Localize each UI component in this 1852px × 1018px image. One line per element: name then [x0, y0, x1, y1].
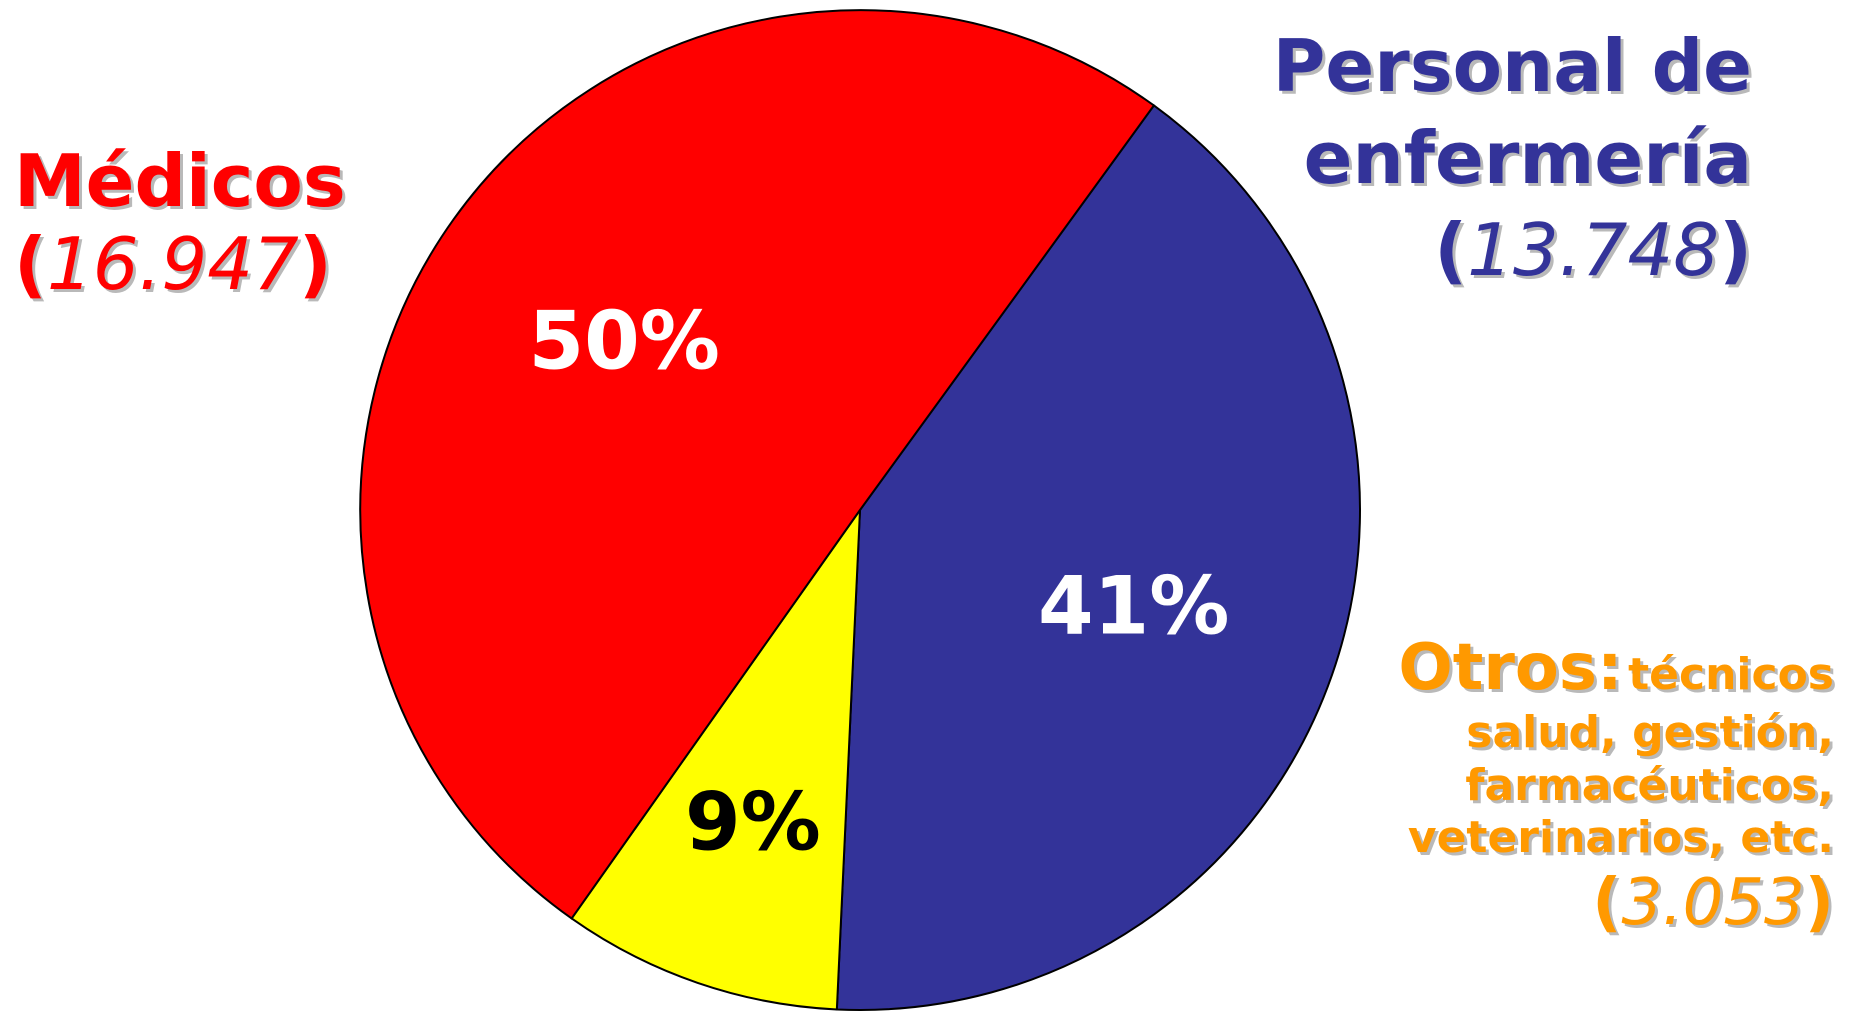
medicos-count-line: (16.947)	[14, 221, 346, 306]
medicos-count: 16.947	[46, 221, 299, 306]
pie-percent-label-medicos: 50%	[528, 295, 719, 388]
pie-slice-otros	[570, 506, 862, 1011]
pie-slices	[359, 9, 1361, 1011]
medicos-close-paren: )	[298, 221, 332, 306]
enfermeria-name-line1: Personal de	[1272, 24, 1752, 108]
enfermeria-count: 13.748	[1467, 208, 1720, 293]
enfermeria-count-line: (13.748)	[1273, 204, 1752, 296]
otros-desc-1: técnicos	[1628, 649, 1834, 700]
enfermeria-close-paren: )	[1719, 208, 1752, 293]
otros-count: 3.053	[1621, 866, 1805, 941]
otros-desc-2: salud, gestión,	[1466, 706, 1834, 758]
pie-slice-enfermeria	[835, 104, 1361, 1011]
otros-close-paren: )	[1804, 866, 1834, 941]
otros-count-line: (3.053)	[1398, 865, 1834, 942]
otros-head: Otros:	[1398, 631, 1623, 705]
pie-percent-label-otros: 9%	[685, 776, 821, 869]
legend-label-enfermeria: Personal de enfermería (13.748)	[1273, 20, 1752, 296]
medicos-open-paren: (	[14, 221, 47, 306]
otros-desc-4: veterinarios, etc.	[1407, 812, 1834, 864]
otros-open-paren: (	[1592, 866, 1622, 941]
enfermeria-name-line2: enfermería	[1303, 116, 1752, 201]
legend-label-otros: Otros: técnicos salud, gestión, farmacéu…	[1398, 630, 1834, 942]
pie-slice-medicos	[359, 9, 1156, 920]
pie-percent-label-enfermeria: 41%	[1038, 560, 1229, 653]
enfermeria-open-paren: (	[1434, 208, 1468, 293]
medicos-name: Médicos	[14, 139, 346, 223]
legend-label-medicos: Médicos (16.947)	[14, 140, 346, 306]
otros-desc-3: farmacéuticos,	[1465, 759, 1834, 811]
otros-first-line: Otros: técnicos	[1398, 630, 1834, 707]
pie-percent-labels: 41% 9% 50%	[528, 295, 1229, 869]
